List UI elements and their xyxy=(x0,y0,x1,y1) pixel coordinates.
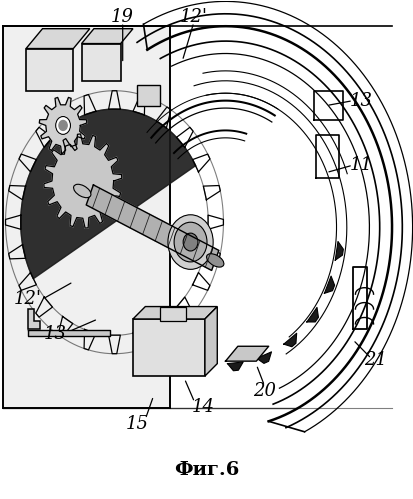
FancyBboxPatch shape xyxy=(137,85,159,106)
Polygon shape xyxy=(256,352,271,363)
FancyBboxPatch shape xyxy=(81,43,120,81)
Circle shape xyxy=(174,222,206,262)
Polygon shape xyxy=(204,306,217,376)
Circle shape xyxy=(59,120,67,130)
Text: 19: 19 xyxy=(111,8,134,26)
Text: Фиг.6: Фиг.6 xyxy=(174,461,239,480)
Circle shape xyxy=(168,215,213,269)
Ellipse shape xyxy=(74,184,91,198)
Circle shape xyxy=(183,233,197,251)
Ellipse shape xyxy=(206,253,223,267)
Text: 13: 13 xyxy=(43,325,66,343)
Polygon shape xyxy=(225,346,268,361)
Text: 12': 12' xyxy=(179,8,207,26)
Polygon shape xyxy=(306,307,318,322)
Text: 20: 20 xyxy=(252,382,275,400)
FancyBboxPatch shape xyxy=(159,306,186,321)
Polygon shape xyxy=(227,362,242,371)
Polygon shape xyxy=(324,276,334,293)
Text: 15: 15 xyxy=(125,415,148,433)
Polygon shape xyxy=(21,109,195,279)
Text: 14: 14 xyxy=(191,398,214,416)
Polygon shape xyxy=(39,97,87,154)
Text: 21: 21 xyxy=(363,351,386,369)
Circle shape xyxy=(55,116,70,134)
Polygon shape xyxy=(86,185,218,270)
Polygon shape xyxy=(335,242,342,260)
Polygon shape xyxy=(133,306,217,319)
Text: 13: 13 xyxy=(349,92,372,110)
Text: 12': 12' xyxy=(14,290,42,308)
Text: 11: 11 xyxy=(349,156,372,174)
Polygon shape xyxy=(81,28,133,43)
Polygon shape xyxy=(44,134,121,228)
Polygon shape xyxy=(3,26,170,408)
Polygon shape xyxy=(26,28,90,48)
FancyBboxPatch shape xyxy=(133,319,204,376)
Polygon shape xyxy=(28,330,110,336)
Polygon shape xyxy=(283,333,296,347)
Polygon shape xyxy=(28,309,40,329)
FancyBboxPatch shape xyxy=(26,48,73,91)
